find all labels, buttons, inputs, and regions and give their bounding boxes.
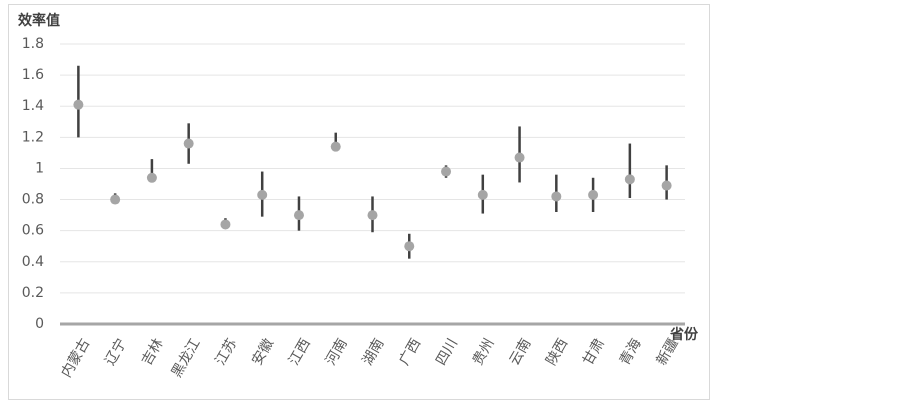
- point: [220, 219, 231, 230]
- y-tick-label: 0.4: [22, 254, 44, 270]
- point: [146, 172, 157, 183]
- y-tick-label: 1: [35, 160, 44, 176]
- point: [624, 174, 635, 185]
- point: [110, 194, 121, 205]
- x-axis-label: 省份: [669, 326, 699, 343]
- y-axis-label: 效率值: [18, 12, 60, 29]
- y-tick-label: 1.6: [22, 67, 44, 83]
- point: [441, 166, 452, 177]
- point: [367, 210, 378, 221]
- point: [514, 152, 525, 163]
- point: [404, 241, 415, 252]
- y-tick-label: 0.8: [22, 192, 44, 208]
- y-tick-label: 0: [35, 316, 44, 332]
- y-tick-label: 0.6: [22, 223, 44, 239]
- point: [588, 189, 599, 200]
- point: [73, 99, 84, 110]
- point: [183, 138, 194, 149]
- y-tick-label: 1.8: [22, 36, 44, 52]
- point: [330, 141, 341, 152]
- y-tick-label: 0.2: [22, 285, 44, 301]
- y-tick-label: 1.2: [22, 129, 44, 145]
- point: [293, 210, 304, 221]
- point: [257, 189, 268, 200]
- point: [551, 191, 562, 202]
- point: [477, 189, 488, 200]
- point: [661, 180, 672, 191]
- y-tick-label: 1.4: [22, 98, 44, 114]
